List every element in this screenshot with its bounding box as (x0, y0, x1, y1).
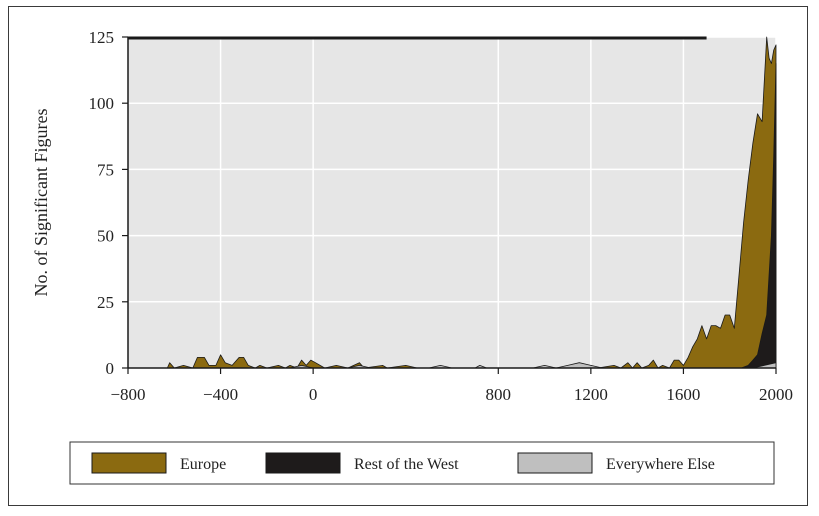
legend-label: Europe (180, 456, 226, 473)
y-tick-label: 125 (89, 28, 115, 47)
y-tick-label: 0 (106, 359, 115, 378)
legend-swatch (265, 452, 341, 474)
axes (127, 37, 776, 369)
legend-swatch (91, 452, 167, 474)
x-tick-label: 0 (309, 385, 318, 404)
y-tick-label: 50 (97, 227, 114, 246)
plot-background (128, 37, 776, 368)
area-series-rest-of-the-west (740, 63, 777, 369)
legend-box (69, 441, 775, 485)
x-tick-label: −800 (110, 385, 145, 404)
y-axis-ticks: 0 25 50 75 100 125 (89, 28, 128, 378)
legend: Europe Rest of the West Everywhere Else (69, 441, 775, 485)
legend-label: Rest of the West (354, 456, 459, 473)
y-tick-label: 75 (97, 160, 114, 179)
x-axis-ticks: −800 −400 0 800 1200 1600 2000 (110, 368, 793, 404)
legend-label: Everywhere Else (606, 456, 715, 473)
y-tick-label: 25 (97, 293, 114, 312)
x-tick-label: 2000 (759, 385, 793, 404)
legend-swatch (517, 452, 593, 474)
y-axis-title: No. of Significant Figures (31, 109, 51, 297)
x-tick-label: 1200 (574, 385, 608, 404)
x-tick-label: −400 (203, 385, 238, 404)
y-tick-label: 100 (89, 94, 115, 113)
x-tick-label: 800 (486, 385, 512, 404)
x-tick-label: 1600 (666, 385, 700, 404)
